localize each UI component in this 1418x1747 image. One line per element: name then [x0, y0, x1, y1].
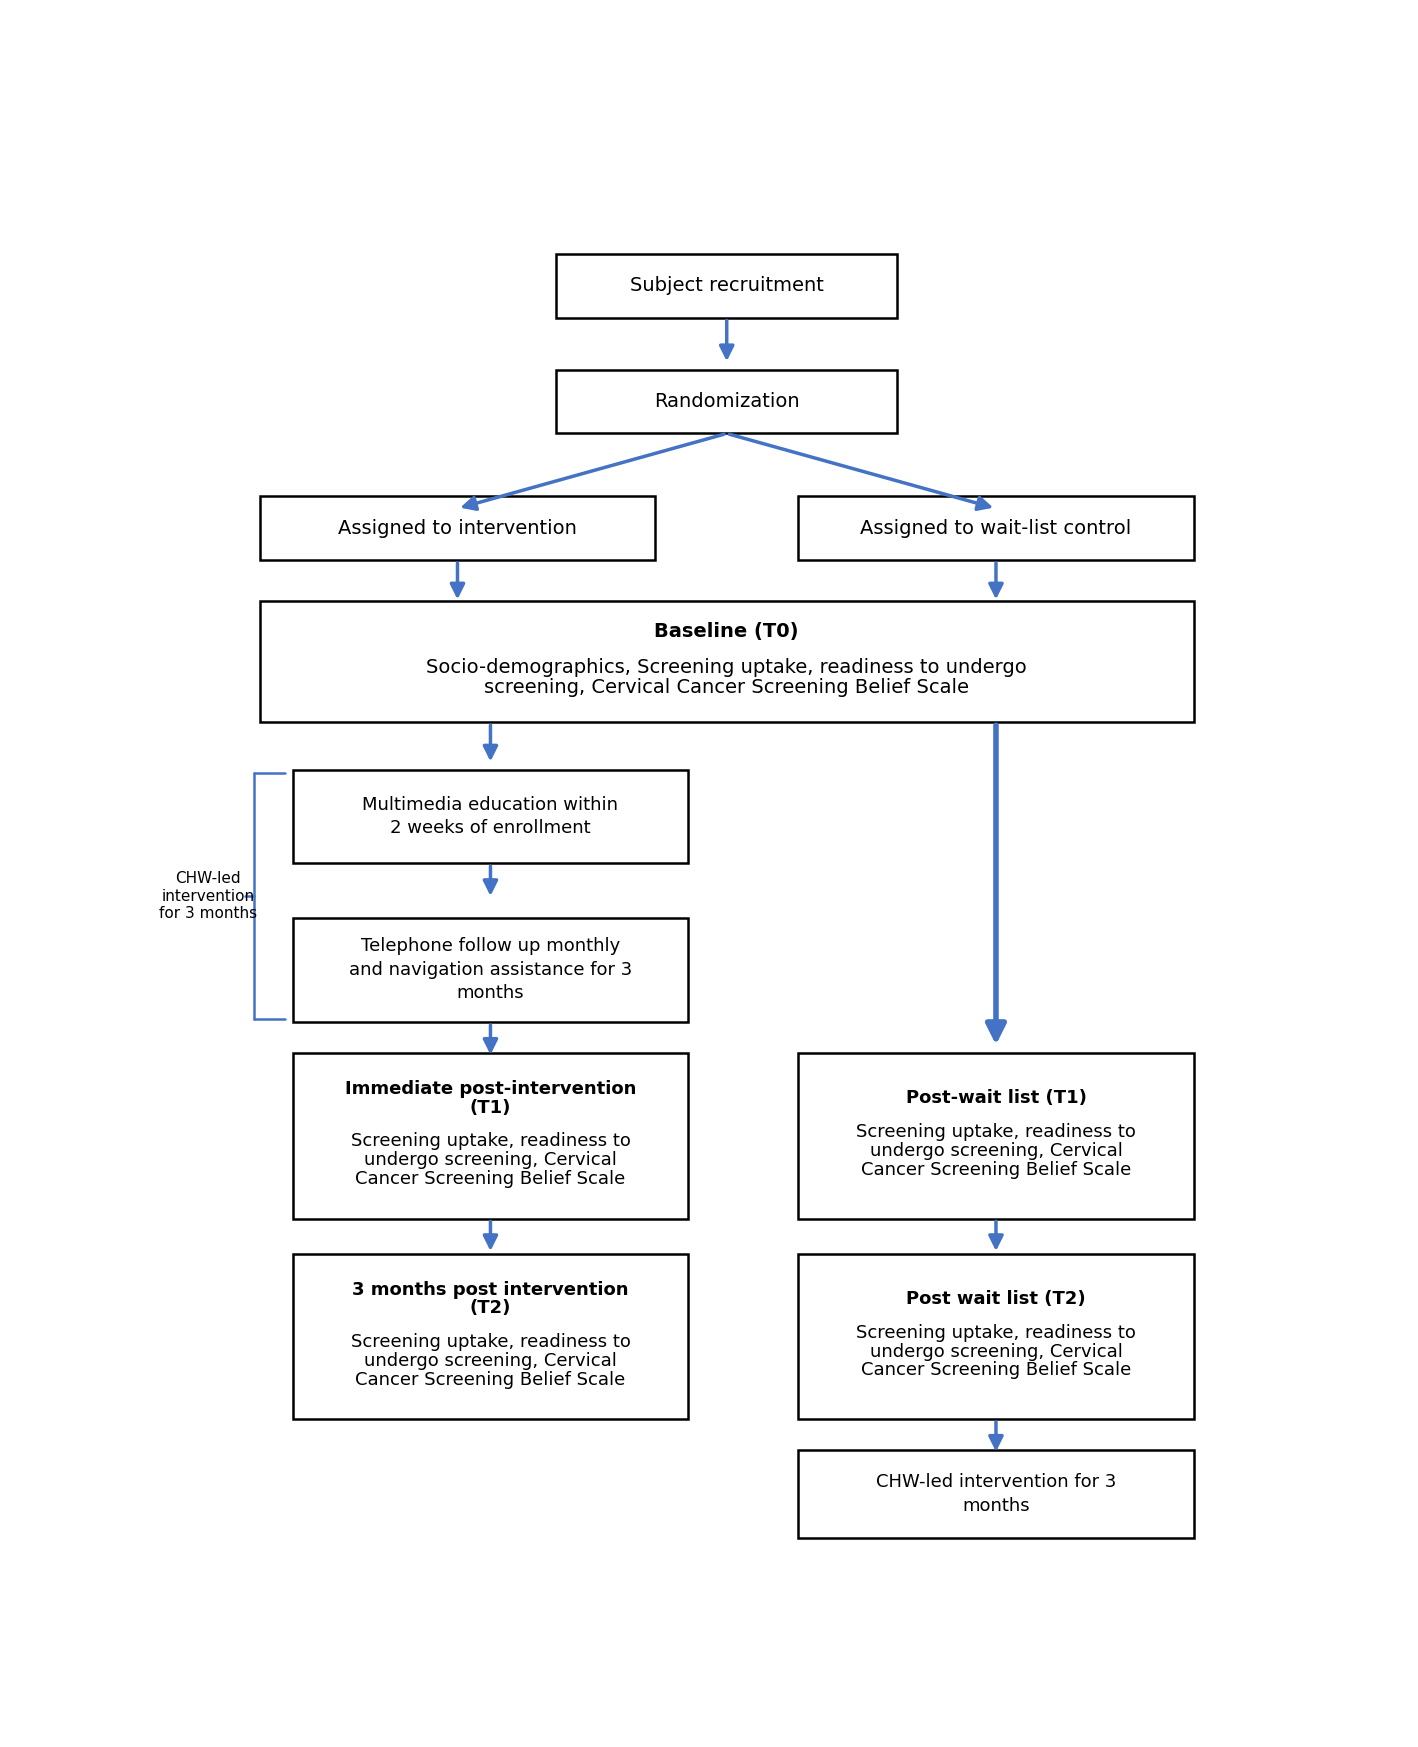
Bar	[292, 770, 688, 863]
Bar	[798, 1450, 1194, 1539]
Text: screening, Cervical Cancer Screening Belief Scale: screening, Cervical Cancer Screening Bel…	[484, 678, 970, 697]
Text: undergo screening, Cervical: undergo screening, Cervical	[869, 1143, 1123, 1160]
Bar	[292, 1053, 688, 1219]
Text: Cancer Screening Belief Scale: Cancer Screening Belief Scale	[356, 1170, 625, 1188]
Text: Cancer Screening Belief Scale: Cancer Screening Belief Scale	[861, 1361, 1132, 1380]
Bar	[798, 1254, 1194, 1419]
Text: Cancer Screening Belief Scale: Cancer Screening Belief Scale	[861, 1160, 1132, 1179]
Bar	[292, 917, 688, 1022]
Text: Subject recruitment: Subject recruitment	[630, 276, 824, 295]
Text: Multimedia education within
2 weeks of enrollment: Multimedia education within 2 weeks of e…	[363, 797, 618, 837]
Text: Assigned to wait-list control: Assigned to wait-list control	[861, 519, 1132, 538]
Text: Baseline (T0): Baseline (T0)	[655, 622, 798, 641]
Text: Cancer Screening Belief Scale: Cancer Screening Belief Scale	[356, 1371, 625, 1389]
Text: Immediate post-intervention: Immediate post-intervention	[345, 1080, 637, 1097]
Text: undergo screening, Cervical: undergo screening, Cervical	[364, 1151, 617, 1169]
Bar	[259, 496, 655, 561]
Text: undergo screening, Cervical: undergo screening, Cervical	[364, 1352, 617, 1370]
Text: Post-wait list (T1): Post-wait list (T1)	[906, 1090, 1086, 1108]
Text: Randomization: Randomization	[654, 391, 800, 411]
Bar	[798, 496, 1194, 561]
Bar	[556, 253, 898, 318]
Bar	[292, 1254, 688, 1419]
Text: Assigned to intervention: Assigned to intervention	[337, 519, 577, 538]
Text: CHW-led intervention for 3
months: CHW-led intervention for 3 months	[876, 1473, 1116, 1515]
Text: (T2): (T2)	[469, 1300, 510, 1317]
Text: Socio-demographics, Screening uptake, readiness to undergo: Socio-demographics, Screening uptake, re…	[427, 659, 1027, 678]
Text: Screening uptake, readiness to: Screening uptake, readiness to	[350, 1132, 631, 1151]
Text: CHW-led
intervention
for 3 months: CHW-led intervention for 3 months	[159, 872, 257, 921]
Bar	[556, 370, 898, 433]
Bar	[798, 1053, 1194, 1219]
Text: Screening uptake, readiness to: Screening uptake, readiness to	[856, 1324, 1136, 1342]
Text: Screening uptake, readiness to: Screening uptake, readiness to	[856, 1123, 1136, 1141]
Bar	[259, 601, 1194, 722]
Text: Post wait list (T2): Post wait list (T2)	[906, 1289, 1086, 1309]
Text: undergo screening, Cervical: undergo screening, Cervical	[869, 1342, 1123, 1361]
Text: (T1): (T1)	[469, 1099, 510, 1116]
Text: Telephone follow up monthly
and navigation assistance for 3
months: Telephone follow up monthly and navigati…	[349, 938, 632, 1003]
Text: Screening uptake, readiness to: Screening uptake, readiness to	[350, 1333, 631, 1350]
Text: 3 months post intervention: 3 months post intervention	[352, 1281, 628, 1298]
